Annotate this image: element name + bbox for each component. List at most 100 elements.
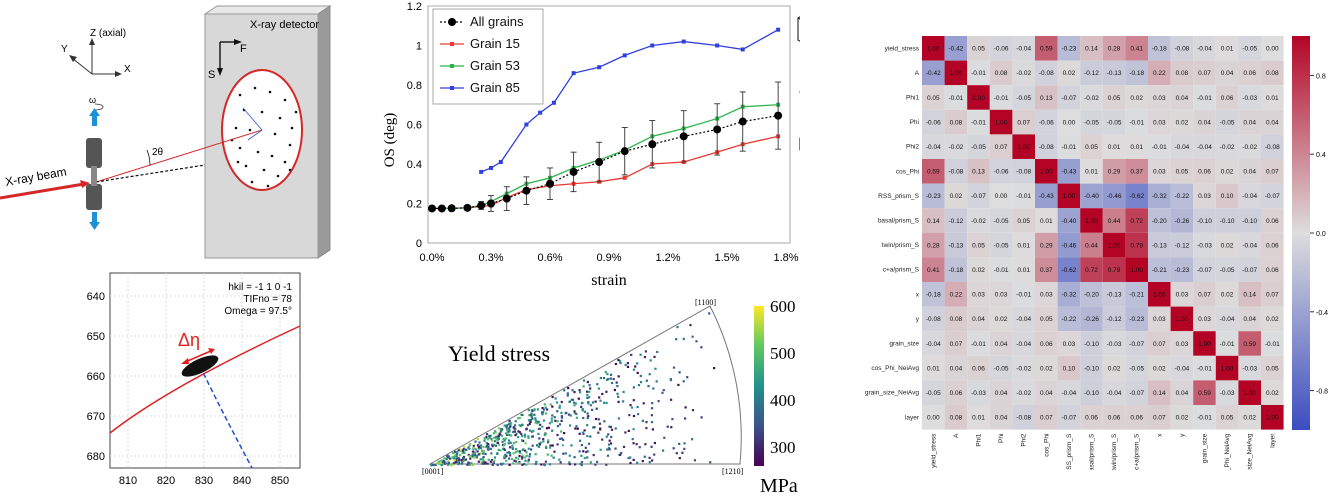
ipf-grain-point xyxy=(604,371,607,374)
heatmap-row-label: x xyxy=(916,291,920,298)
ipf-grain-point xyxy=(681,451,684,454)
heatmap-row-label: c+a/prism_S xyxy=(883,267,920,274)
heatmap-cell xyxy=(1148,232,1171,258)
heatmap-cell xyxy=(922,159,945,184)
ipf-colorbar-tick: 300 xyxy=(770,438,796,457)
ipf-grain-point xyxy=(636,405,639,409)
heatmap-col-label: Phi xyxy=(998,434,1005,443)
ipf-grain-point xyxy=(626,362,629,365)
heatmap-cell xyxy=(1057,355,1081,381)
heatmap-cell-value: 0.07 xyxy=(1040,415,1053,422)
diffraction-schematic: Z (axial) Y X X-ray detector F S X-ray b… xyxy=(0,5,332,259)
heatmap-cell-value: -0.05 xyxy=(1129,365,1144,372)
ipf-grain-point xyxy=(508,463,511,466)
ipf-grain-point xyxy=(558,406,561,409)
ipf-grain-point xyxy=(672,366,676,369)
heatmap-cell xyxy=(922,183,945,209)
heatmap-cell-value: -0.05 xyxy=(1242,46,1257,53)
ipf-grain-point xyxy=(430,464,433,467)
heatmap-cell-value: -0.04 xyxy=(1061,390,1076,397)
heatmap-cell-value: -0.02 xyxy=(1242,144,1257,151)
heatmap-cell-value: -0.05 xyxy=(994,218,1009,225)
ipf-grain-point xyxy=(524,449,527,452)
heatmap-cell xyxy=(944,355,968,381)
heatmap-cell-value: 0.04 xyxy=(972,316,985,323)
point-all-grains xyxy=(522,186,531,195)
heatmap-cell-value: -0.07 xyxy=(1265,193,1280,200)
ipf-grain-point xyxy=(549,444,552,447)
ipf-grain-point xyxy=(608,448,611,451)
ipf-grain-point xyxy=(521,435,524,438)
heatmap-cell xyxy=(1012,109,1035,135)
point-all-grains xyxy=(546,179,554,188)
heatmap-cell-value: -0.02 xyxy=(971,218,986,225)
heatmap-colorbar-tick: -0.8 xyxy=(1316,389,1328,396)
detector-spot xyxy=(270,154,274,158)
heatmap-cell xyxy=(1057,208,1081,233)
ipf-grain-point xyxy=(503,439,506,442)
point-grain-85 xyxy=(489,165,493,170)
ipf-grain-point xyxy=(591,401,595,404)
heatmap-cell-value: -0.01 xyxy=(971,70,986,77)
heatmap-cell xyxy=(1012,306,1035,332)
heatmap-cell xyxy=(944,36,968,61)
heatmap-cell xyxy=(1125,208,1148,233)
ipf-grain-point xyxy=(538,437,541,440)
heatmap-cell xyxy=(967,85,990,110)
heatmap-cell xyxy=(1080,208,1103,233)
ipf-grain-point xyxy=(594,417,598,421)
os-legend: All grains Grain 15 Grain 53 Grain 85 xyxy=(432,8,544,105)
heatmap-cell xyxy=(989,306,1013,332)
omega-label: ω xyxy=(89,95,96,105)
ipf-grain-point xyxy=(519,424,522,428)
heatmap-cell-value: -0.01 xyxy=(948,95,963,102)
heatmap-col-labels: yield_stress A Phi1 Phi Phi2 cos_Phi RSS_prism… xyxy=(930,433,1276,470)
ipf-grain-point xyxy=(583,410,586,413)
ipf-grain-point xyxy=(460,462,463,465)
ipf-grain-point xyxy=(691,438,694,441)
heatmap-cell xyxy=(967,232,990,258)
heatmap-cell xyxy=(989,85,1013,110)
heatmap-cell xyxy=(944,60,968,86)
ipf-grain-point xyxy=(563,432,566,435)
heatmap-cell-value: 0.06 xyxy=(1266,218,1279,225)
point-all-grains xyxy=(428,204,436,213)
ipf-grain-point xyxy=(521,449,524,452)
heatmap-cell xyxy=(1170,208,1194,233)
heatmap-cell-value: 0.03 xyxy=(995,292,1008,299)
ipf-grain-point xyxy=(627,457,630,460)
heatmap-cell xyxy=(1012,183,1035,209)
heatmap-cell xyxy=(967,60,990,86)
ipf-grain-point xyxy=(451,463,454,466)
ipf-grain-point xyxy=(530,448,533,451)
ipf-grain-point xyxy=(632,458,635,461)
heatmap-cell xyxy=(989,355,1013,381)
ipf-grain-point xyxy=(661,391,664,394)
ipf-grain-point xyxy=(495,438,498,441)
heatmap-cell-value: 0.08 xyxy=(1266,70,1279,77)
heatmap-cell-value: 0.02 xyxy=(950,193,963,200)
ipf-grain-point xyxy=(536,444,539,447)
spot-y-ticks: 640 650 660 670 680 xyxy=(87,291,105,463)
heatmap-cell xyxy=(1125,306,1148,332)
heatmap-cell-value: 0.44 xyxy=(1085,242,1098,249)
ipf-grain-point xyxy=(471,463,474,467)
ipf-grain-point xyxy=(561,444,564,447)
ipf-grain-point xyxy=(588,390,591,393)
ipf-grain-point xyxy=(617,375,620,378)
ipf-grain-point xyxy=(521,463,524,466)
heatmap-cell xyxy=(1125,36,1148,61)
ipf-grain-point xyxy=(510,457,513,461)
heatmap-cell-value: 0.04 xyxy=(995,415,1008,422)
ipf-grain-point xyxy=(544,460,547,463)
ipf-grain-point xyxy=(534,417,537,420)
point-all-grains xyxy=(679,132,688,141)
ipf-corner-left: [0001] xyxy=(422,467,444,476)
heatmap-cell xyxy=(1238,183,1261,209)
heatmap-cell-value: -0.46 xyxy=(1061,242,1076,249)
heatmap-cell xyxy=(1261,380,1284,405)
ipf-grain-point xyxy=(550,420,553,423)
spot-y-tick: 680 xyxy=(87,451,105,463)
ipf-grain-point xyxy=(509,446,512,449)
heatmap-cell-value: -0.05 xyxy=(1220,267,1235,274)
